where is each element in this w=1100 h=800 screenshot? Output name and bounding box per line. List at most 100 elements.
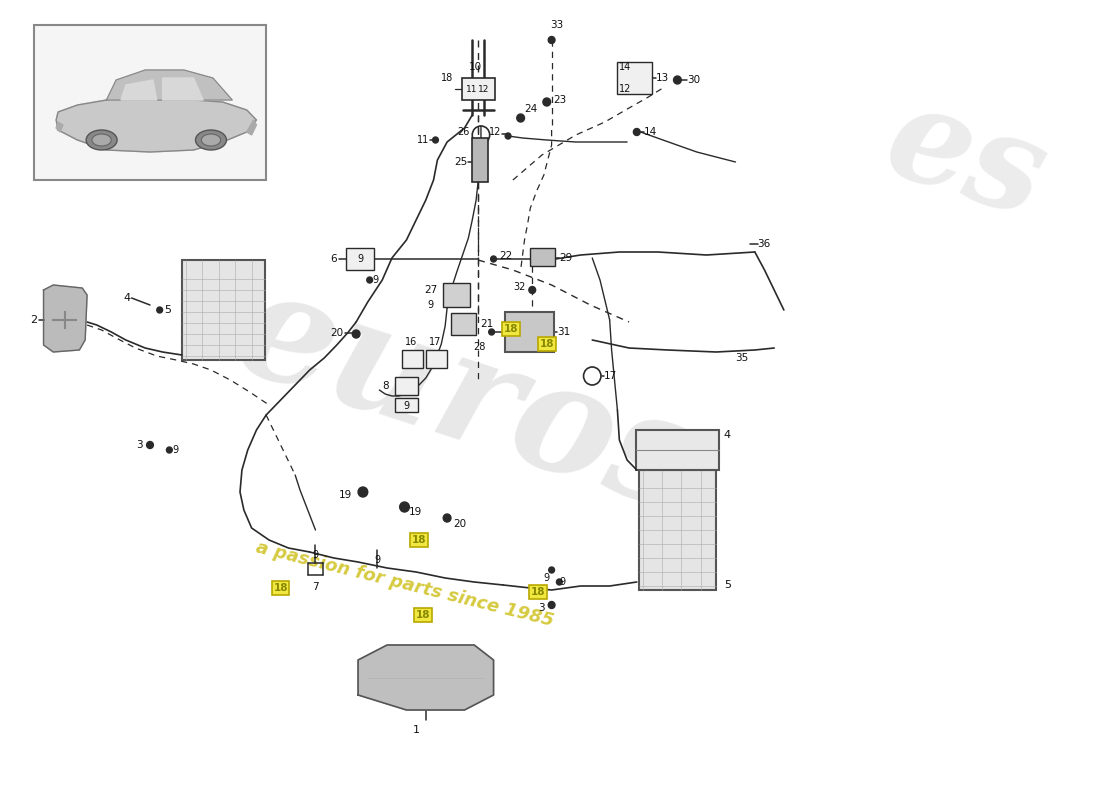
Circle shape xyxy=(548,602,556,609)
Circle shape xyxy=(488,329,495,335)
Bar xyxy=(346,248,374,270)
Text: 20: 20 xyxy=(330,328,343,338)
Bar xyxy=(639,470,716,590)
Text: 2: 2 xyxy=(30,315,36,325)
Text: 1: 1 xyxy=(412,725,419,735)
Circle shape xyxy=(529,286,536,294)
Text: 12: 12 xyxy=(488,127,502,137)
Text: 9: 9 xyxy=(560,577,565,587)
Text: 12: 12 xyxy=(478,85,490,94)
Ellipse shape xyxy=(201,134,221,146)
Text: 17: 17 xyxy=(429,337,441,347)
Ellipse shape xyxy=(92,134,111,146)
Polygon shape xyxy=(121,80,157,100)
Circle shape xyxy=(166,447,173,453)
Text: a passion for parts since 1985: a passion for parts since 1985 xyxy=(254,538,556,630)
Text: 9: 9 xyxy=(356,254,363,264)
Text: euros: euros xyxy=(219,255,718,545)
Text: 18: 18 xyxy=(441,73,453,83)
Circle shape xyxy=(432,137,439,143)
Circle shape xyxy=(146,442,153,449)
Polygon shape xyxy=(44,285,87,352)
Text: 9: 9 xyxy=(373,275,378,285)
Text: 19: 19 xyxy=(408,507,421,517)
Text: es: es xyxy=(871,74,1062,246)
Bar xyxy=(34,25,266,180)
Text: 18: 18 xyxy=(504,324,518,334)
Text: 18: 18 xyxy=(274,583,288,593)
Text: 5: 5 xyxy=(165,305,172,315)
Text: 6: 6 xyxy=(330,254,337,264)
Bar xyxy=(395,377,418,395)
Ellipse shape xyxy=(86,130,117,150)
Text: 8: 8 xyxy=(383,381,389,391)
Text: 30: 30 xyxy=(688,75,701,85)
Text: 28: 28 xyxy=(473,342,485,352)
Text: 26: 26 xyxy=(456,127,470,137)
Circle shape xyxy=(549,567,554,573)
Bar xyxy=(443,283,471,307)
Polygon shape xyxy=(163,78,204,100)
Text: 25: 25 xyxy=(454,157,467,167)
Circle shape xyxy=(443,514,451,522)
Text: 9: 9 xyxy=(312,550,319,560)
Text: 14: 14 xyxy=(644,127,657,137)
Bar xyxy=(462,78,495,100)
Polygon shape xyxy=(107,70,232,100)
Bar xyxy=(505,312,553,352)
Text: 14: 14 xyxy=(619,62,631,72)
Text: 4: 4 xyxy=(724,430,732,440)
Bar xyxy=(530,248,556,266)
Circle shape xyxy=(673,76,681,84)
Text: 32: 32 xyxy=(513,282,526,292)
Text: 23: 23 xyxy=(553,95,566,105)
Text: 35: 35 xyxy=(736,353,749,363)
Polygon shape xyxy=(246,120,256,135)
Bar xyxy=(402,350,422,368)
Circle shape xyxy=(557,579,562,585)
Ellipse shape xyxy=(196,130,227,150)
Text: 27: 27 xyxy=(425,285,438,295)
Text: 9: 9 xyxy=(428,300,433,310)
Text: 20: 20 xyxy=(453,519,466,529)
Text: 3: 3 xyxy=(136,440,143,450)
Text: 3: 3 xyxy=(538,603,544,613)
Circle shape xyxy=(517,114,525,122)
Circle shape xyxy=(548,37,556,43)
Text: 29: 29 xyxy=(560,253,573,263)
Text: 13: 13 xyxy=(656,73,670,83)
Text: 17: 17 xyxy=(604,371,617,381)
Polygon shape xyxy=(359,645,494,710)
Circle shape xyxy=(505,133,512,139)
Circle shape xyxy=(157,307,163,313)
Circle shape xyxy=(399,502,409,512)
Text: 4: 4 xyxy=(123,293,131,303)
Circle shape xyxy=(543,98,551,106)
Circle shape xyxy=(352,330,360,338)
Bar xyxy=(451,313,476,335)
Circle shape xyxy=(491,256,496,262)
Text: 9: 9 xyxy=(543,573,550,583)
Bar xyxy=(617,62,652,94)
Text: 11: 11 xyxy=(417,135,429,145)
Bar xyxy=(182,260,265,360)
Bar xyxy=(472,138,487,182)
Text: 9: 9 xyxy=(374,555,381,565)
Text: 36: 36 xyxy=(757,239,770,249)
Text: 9: 9 xyxy=(404,401,409,411)
Text: 11: 11 xyxy=(465,85,477,94)
Bar xyxy=(395,398,418,412)
Text: 18: 18 xyxy=(539,339,554,349)
Text: 18: 18 xyxy=(411,535,427,545)
Polygon shape xyxy=(56,100,256,152)
Text: 18: 18 xyxy=(416,610,430,620)
Bar xyxy=(426,350,447,368)
Text: 9: 9 xyxy=(173,445,178,455)
Text: 7: 7 xyxy=(312,582,319,592)
Text: 5: 5 xyxy=(724,580,730,590)
Text: 10: 10 xyxy=(469,62,482,72)
Text: 16: 16 xyxy=(405,337,417,347)
Text: 22: 22 xyxy=(499,251,513,261)
Text: 21: 21 xyxy=(480,319,493,329)
Bar xyxy=(636,430,719,470)
